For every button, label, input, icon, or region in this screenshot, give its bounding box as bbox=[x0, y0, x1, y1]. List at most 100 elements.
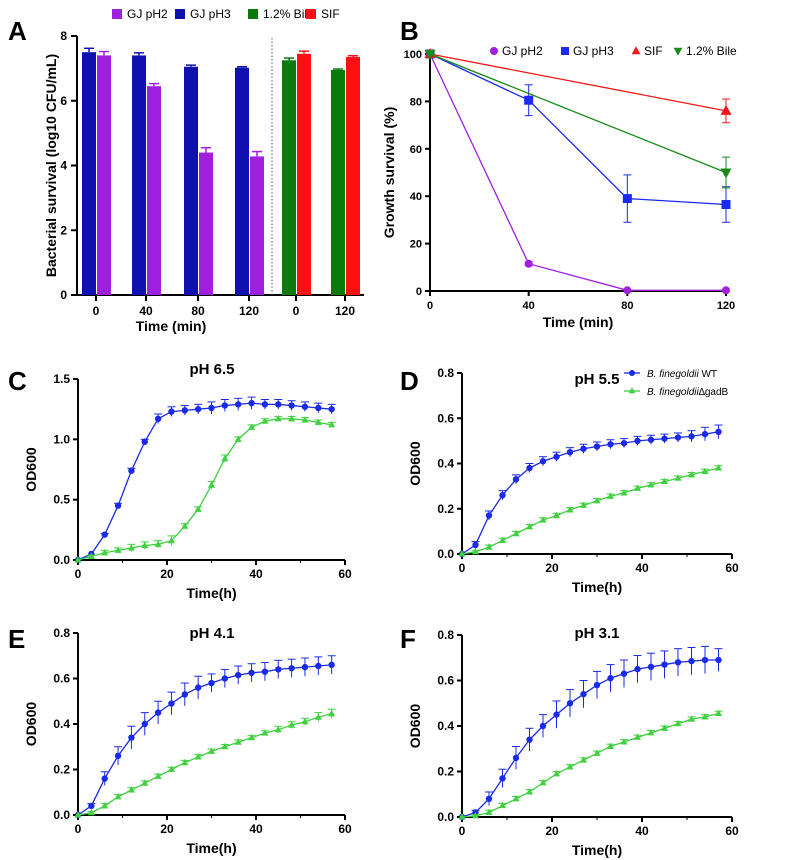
x-tick-label-f: 0 bbox=[459, 824, 466, 838]
data-point-wt bbox=[315, 404, 322, 412]
data-point--gadb bbox=[552, 769, 561, 777]
data-point--gadb bbox=[620, 738, 628, 745]
data-point--gadb bbox=[579, 756, 588, 763]
panel-label-e: E bbox=[8, 624, 25, 654]
x-tick-label-e: 60 bbox=[338, 822, 352, 836]
x-tick-label-b: 80 bbox=[621, 300, 633, 312]
y-tick-label-d: 0.8 bbox=[437, 366, 454, 380]
x-tick-label-d: 60 bbox=[725, 561, 739, 575]
legend-swatch-A bbox=[112, 9, 122, 19]
y-tick-label-b: 40 bbox=[410, 191, 422, 203]
series-line-sif bbox=[429, 53, 727, 112]
y-axis-label-f: OD600 bbox=[407, 704, 423, 749]
data-point--gadb bbox=[301, 416, 309, 423]
y-tick-label-c: 0.5 bbox=[53, 493, 70, 507]
data-point--gadb bbox=[674, 719, 682, 727]
x-tick-label-c: 40 bbox=[249, 567, 263, 581]
data-point--gadb bbox=[539, 779, 547, 786]
data-point-wt bbox=[499, 491, 506, 499]
data-point-wt bbox=[194, 405, 202, 413]
legend-swatch-A bbox=[306, 9, 316, 19]
data-point--gadb bbox=[660, 724, 669, 731]
data-point-wt bbox=[128, 467, 135, 474]
data-point--gadb bbox=[512, 529, 520, 537]
bar-sif bbox=[346, 57, 360, 296]
data-point-wt bbox=[512, 476, 520, 483]
data-point--gadb bbox=[127, 786, 135, 793]
data-point-wt bbox=[275, 666, 282, 673]
data-point-wt bbox=[235, 671, 242, 679]
data-point--gadb bbox=[714, 464, 723, 471]
x-tick-label-A: 120 bbox=[335, 304, 355, 318]
data-point--gadb bbox=[593, 496, 601, 504]
series-line-wt bbox=[77, 402, 332, 561]
x-tick-label-A: 0 bbox=[93, 304, 100, 318]
data-point-wt bbox=[607, 675, 614, 682]
data-point-wt bbox=[499, 775, 506, 782]
y-tick-label-d: 0.6 bbox=[437, 411, 454, 425]
series-line-1-2-bile bbox=[429, 53, 727, 174]
legend-swatch-A bbox=[175, 9, 185, 19]
data-point--gadb bbox=[221, 742, 229, 750]
data-point-wt bbox=[275, 401, 282, 408]
bar-gj-ph2 bbox=[250, 156, 264, 295]
data-point--gadb bbox=[248, 423, 256, 430]
data-point-wt bbox=[634, 437, 641, 445]
panel-label-b: B bbox=[400, 16, 419, 46]
series-line--gadb bbox=[77, 418, 332, 561]
x-tick-label-d: 40 bbox=[635, 561, 649, 575]
data-point-wt bbox=[154, 415, 162, 423]
legend-label-A: 1.2% Bile bbox=[263, 7, 314, 21]
data-point-wt bbox=[715, 656, 722, 664]
panel-label-c: C bbox=[8, 366, 27, 396]
x-tick-label-c: 60 bbox=[338, 567, 352, 581]
data-point-wt bbox=[154, 709, 162, 716]
data-point--gadb bbox=[101, 802, 109, 809]
series-line--gadb bbox=[77, 713, 332, 816]
panel-label-d: D bbox=[400, 366, 419, 396]
y-axis-label-c: OD600 bbox=[23, 447, 39, 492]
data-point-wt bbox=[301, 403, 309, 410]
data-point-gj-ph3 bbox=[721, 199, 731, 209]
data-point-wt bbox=[168, 408, 175, 415]
data-point-wt bbox=[141, 720, 148, 728]
series-line-gj-ph2 bbox=[429, 53, 726, 291]
data-point--gadb bbox=[234, 738, 242, 745]
x-tick-label-f: 40 bbox=[635, 824, 649, 838]
data-point-wt bbox=[715, 428, 722, 436]
panel-title-d: pH 5.5 bbox=[574, 371, 619, 388]
data-point-wt bbox=[194, 684, 202, 691]
y-tick-label-e: 0.8 bbox=[53, 626, 70, 640]
x-tick-label-e: 40 bbox=[249, 822, 263, 836]
y-axis-label-A: Bacterial survival (log10 CFU/mL) bbox=[43, 54, 59, 277]
y-tick-label-e: 0.6 bbox=[53, 672, 70, 686]
data-point-wt bbox=[288, 402, 295, 409]
y-axis-label-d: OD600 bbox=[407, 441, 423, 486]
x-tick-label-A: 80 bbox=[191, 304, 205, 318]
legend-marker-d bbox=[628, 387, 636, 394]
y-tick-label-c: 1.0 bbox=[53, 432, 70, 446]
data-point-gj-ph3 bbox=[622, 194, 632, 204]
data-point--gadb bbox=[647, 728, 655, 736]
x-tick-label-f: 20 bbox=[545, 824, 559, 838]
y-tick-label-A: 6 bbox=[60, 94, 67, 108]
series-line-wt bbox=[461, 659, 719, 818]
data-point-wt bbox=[701, 656, 709, 664]
data-point-wt bbox=[168, 700, 175, 707]
bar-gj-ph3 bbox=[132, 55, 146, 295]
panel-title-e: pH 4.1 bbox=[189, 625, 234, 642]
legend-label-b: GJ pH2 bbox=[502, 44, 543, 58]
data-point-wt bbox=[485, 795, 493, 802]
x-axis-label-b: Time (min) bbox=[543, 314, 614, 330]
data-point--gadb bbox=[87, 808, 95, 816]
data-point--gadb bbox=[181, 522, 189, 529]
data-point--gadb bbox=[498, 536, 507, 543]
bar-1-2-bile bbox=[282, 60, 296, 295]
data-point-wt bbox=[485, 512, 493, 519]
bar-sif bbox=[297, 53, 311, 296]
data-point-wt bbox=[208, 679, 215, 687]
data-point-1-2-bile bbox=[720, 168, 732, 179]
data-point--gadb bbox=[620, 489, 628, 496]
data-point-wt bbox=[328, 405, 335, 413]
data-point-wt bbox=[526, 736, 533, 743]
